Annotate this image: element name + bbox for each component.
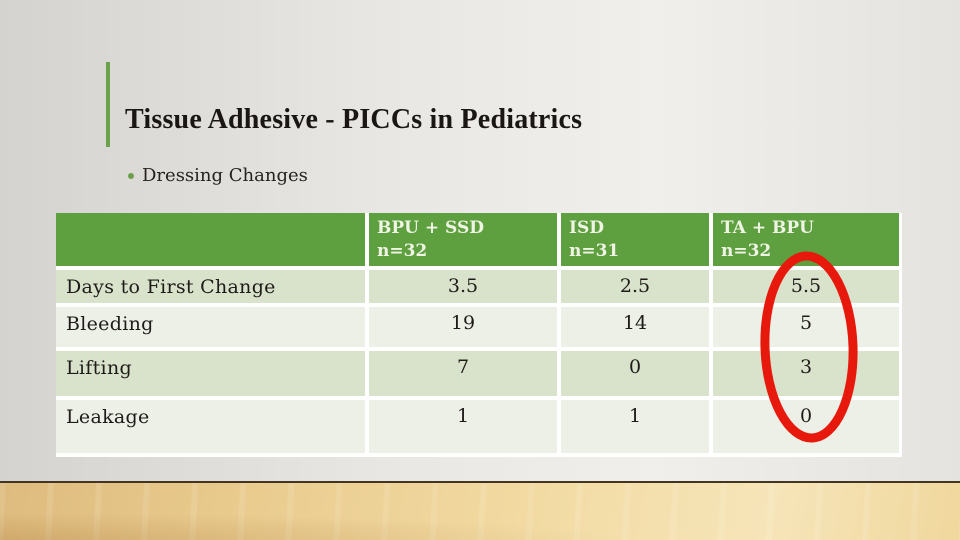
row-label-cell: Bleeding <box>56 307 365 347</box>
value-cell: 2.5 <box>561 270 709 303</box>
bullet-text: Dressing Changes <box>142 165 308 186</box>
value-cell: 14 <box>561 307 709 347</box>
value-cell: 5.5 <box>713 270 899 303</box>
value-cell: 19 <box>369 307 557 347</box>
bullet-dot-icon <box>128 173 134 179</box>
slide-title: Tissue Adhesive - PICCs in Pediatrics <box>125 104 583 135</box>
column-sample-size: n=31 <box>569 241 620 261</box>
table-header-isd: ISD n=31 <box>561 213 709 266</box>
row-label-cell: Leakage <box>56 400 365 453</box>
dressing-changes-table: BPU + SSD n=32 ISD n=31 TA + BPU n=32 Da… <box>56 213 902 457</box>
wood-floor-decoration <box>0 481 960 540</box>
row-label-cell: Days to First Change <box>56 270 365 303</box>
value-cell: 3 <box>713 351 899 396</box>
value-cell: 1 <box>369 400 557 453</box>
table-header-empty-cell <box>56 213 365 266</box>
column-label: TA + BPU <box>721 218 814 238</box>
column-sample-size: n=32 <box>721 241 772 261</box>
table-header-bpu-ssd: BPU + SSD n=32 <box>369 213 557 266</box>
bullet-item: Dressing Changes <box>128 164 308 188</box>
value-cell: 3.5 <box>369 270 557 303</box>
column-label: ISD <box>569 218 604 238</box>
column-label: BPU + SSD <box>377 218 484 238</box>
title-accent-bar <box>106 62 110 147</box>
value-cell: 5 <box>713 307 899 347</box>
row-label-cell: Lifting <box>56 351 365 396</box>
value-cell: 7 <box>369 351 557 396</box>
value-cell: 0 <box>561 351 709 396</box>
table-header-ta-bpu: TA + BPU n=32 <box>713 213 899 266</box>
value-cell: 0 <box>713 400 899 453</box>
column-sample-size: n=32 <box>377 241 428 261</box>
value-cell: 1 <box>561 400 709 453</box>
